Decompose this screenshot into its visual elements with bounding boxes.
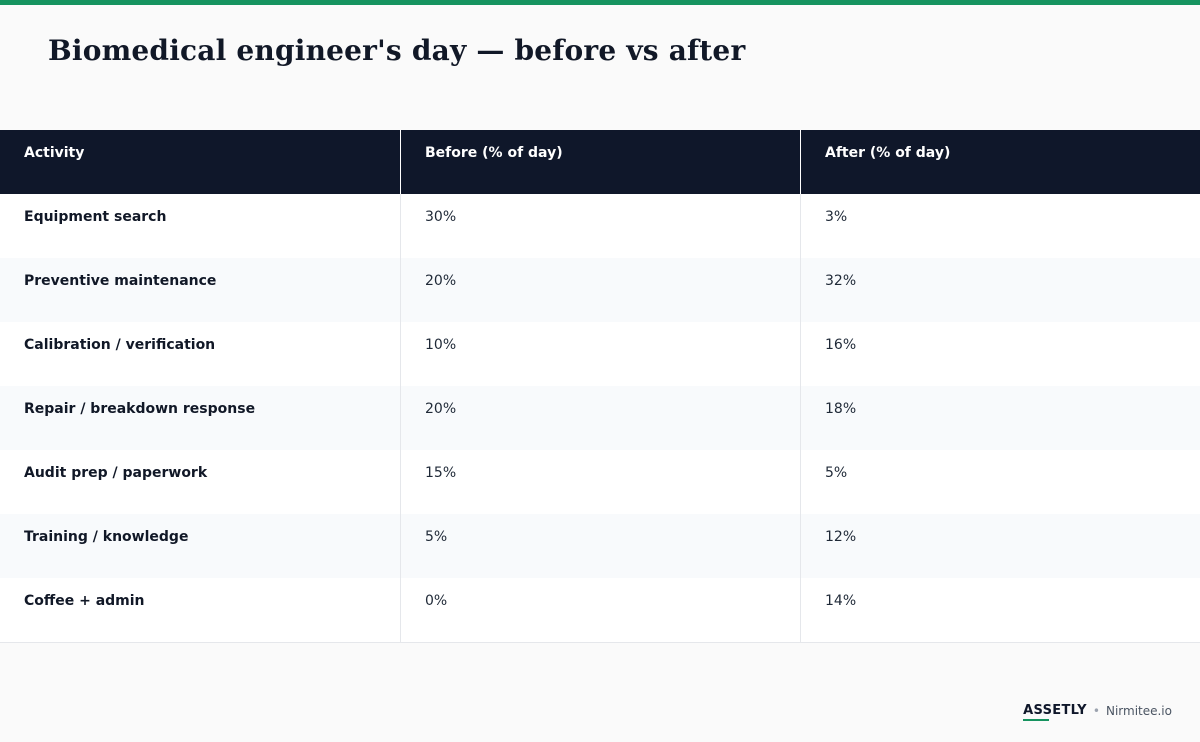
before-value-cell: 30% <box>400 194 800 258</box>
table-header-row: Activity Before (% of day) After (% of d… <box>0 130 1200 194</box>
table-row: Training / knowledge 5% 12% <box>0 514 1200 578</box>
after-value-cell: 32% <box>800 258 1200 322</box>
table-row: Repair / breakdown response 20% 18% <box>0 386 1200 450</box>
column-header-after: After (% of day) <box>800 130 1200 194</box>
activity-cell: Calibration / verification <box>24 337 216 353</box>
activity-cell: Audit prep / paperwork <box>24 465 208 481</box>
brand-underline <box>1023 719 1050 721</box>
before-value-cell: 15% <box>400 450 800 514</box>
accent-bar <box>0 0 1200 5</box>
footer-credit: ASSETLY • Nirmitee.io <box>1023 703 1172 721</box>
after-value-cell: 16% <box>800 322 1200 386</box>
table-row: Coffee + admin 0% 14% <box>0 578 1200 642</box>
before-value-cell: 10% <box>400 322 800 386</box>
page-title: Biomedical engineer's day — before vs af… <box>48 34 746 67</box>
table-row: Calibration / verification 10% 16% <box>0 322 1200 386</box>
after-value-cell: 5% <box>800 450 1200 514</box>
table-row: Equipment search 30% 3% <box>0 194 1200 258</box>
footer-separator: • <box>1092 703 1100 718</box>
before-value-cell: 20% <box>400 386 800 450</box>
activity-cell: Preventive maintenance <box>24 273 217 289</box>
before-value-cell: 0% <box>400 578 800 642</box>
before-value-cell: 5% <box>400 514 800 578</box>
after-value-cell: 3% <box>800 194 1200 258</box>
before-value-cell: 20% <box>400 258 800 322</box>
activity-cell: Repair / breakdown response <box>24 401 256 417</box>
after-value-cell: 12% <box>800 514 1200 578</box>
column-header-activity: Activity <box>24 145 85 161</box>
activity-cell: Equipment search <box>24 209 167 225</box>
brand-name: ASSETLY <box>1023 703 1087 718</box>
after-value-cell: 14% <box>800 578 1200 642</box>
brand-logo: ASSETLY <box>1023 703 1087 721</box>
after-value-cell: 18% <box>800 386 1200 450</box>
table-row: Preventive maintenance 20% 32% <box>0 258 1200 322</box>
table-row: Audit prep / paperwork 15% 5% <box>0 450 1200 514</box>
site-name: Nirmitee.io <box>1105 703 1172 718</box>
comparison-table: Activity Before (% of day) After (% of d… <box>0 130 1200 643</box>
activity-cell: Coffee + admin <box>24 593 145 609</box>
activity-cell: Training / knowledge <box>24 529 189 545</box>
column-header-before: Before (% of day) <box>400 130 800 194</box>
